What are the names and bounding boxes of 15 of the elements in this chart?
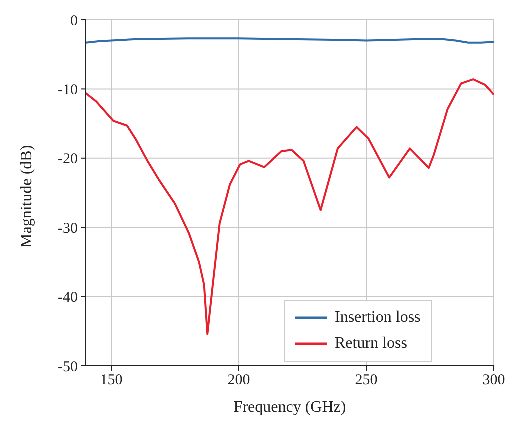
x-tick-label: 200 xyxy=(228,372,250,389)
legend-label: Return loss xyxy=(335,334,408,354)
y-tick-label: -30 xyxy=(58,220,78,237)
y-tick-label: -50 xyxy=(58,359,78,376)
legend-label: Insertion loss xyxy=(335,308,421,328)
x-tick-label: 250 xyxy=(355,372,378,389)
x-tick-label: 150 xyxy=(100,372,123,389)
y-tick-label: -20 xyxy=(58,152,78,168)
y-tick-label: -40 xyxy=(58,290,78,306)
x-axis-title: Frequency (GHz) xyxy=(234,399,346,416)
y-tick-label: -10 xyxy=(58,82,78,99)
line-series xyxy=(86,78,494,336)
x-tick-label: 300 xyxy=(482,372,506,389)
y-tick-label: 0 xyxy=(70,13,78,30)
y-axis-title: Magnitude (dB) xyxy=(18,145,36,248)
